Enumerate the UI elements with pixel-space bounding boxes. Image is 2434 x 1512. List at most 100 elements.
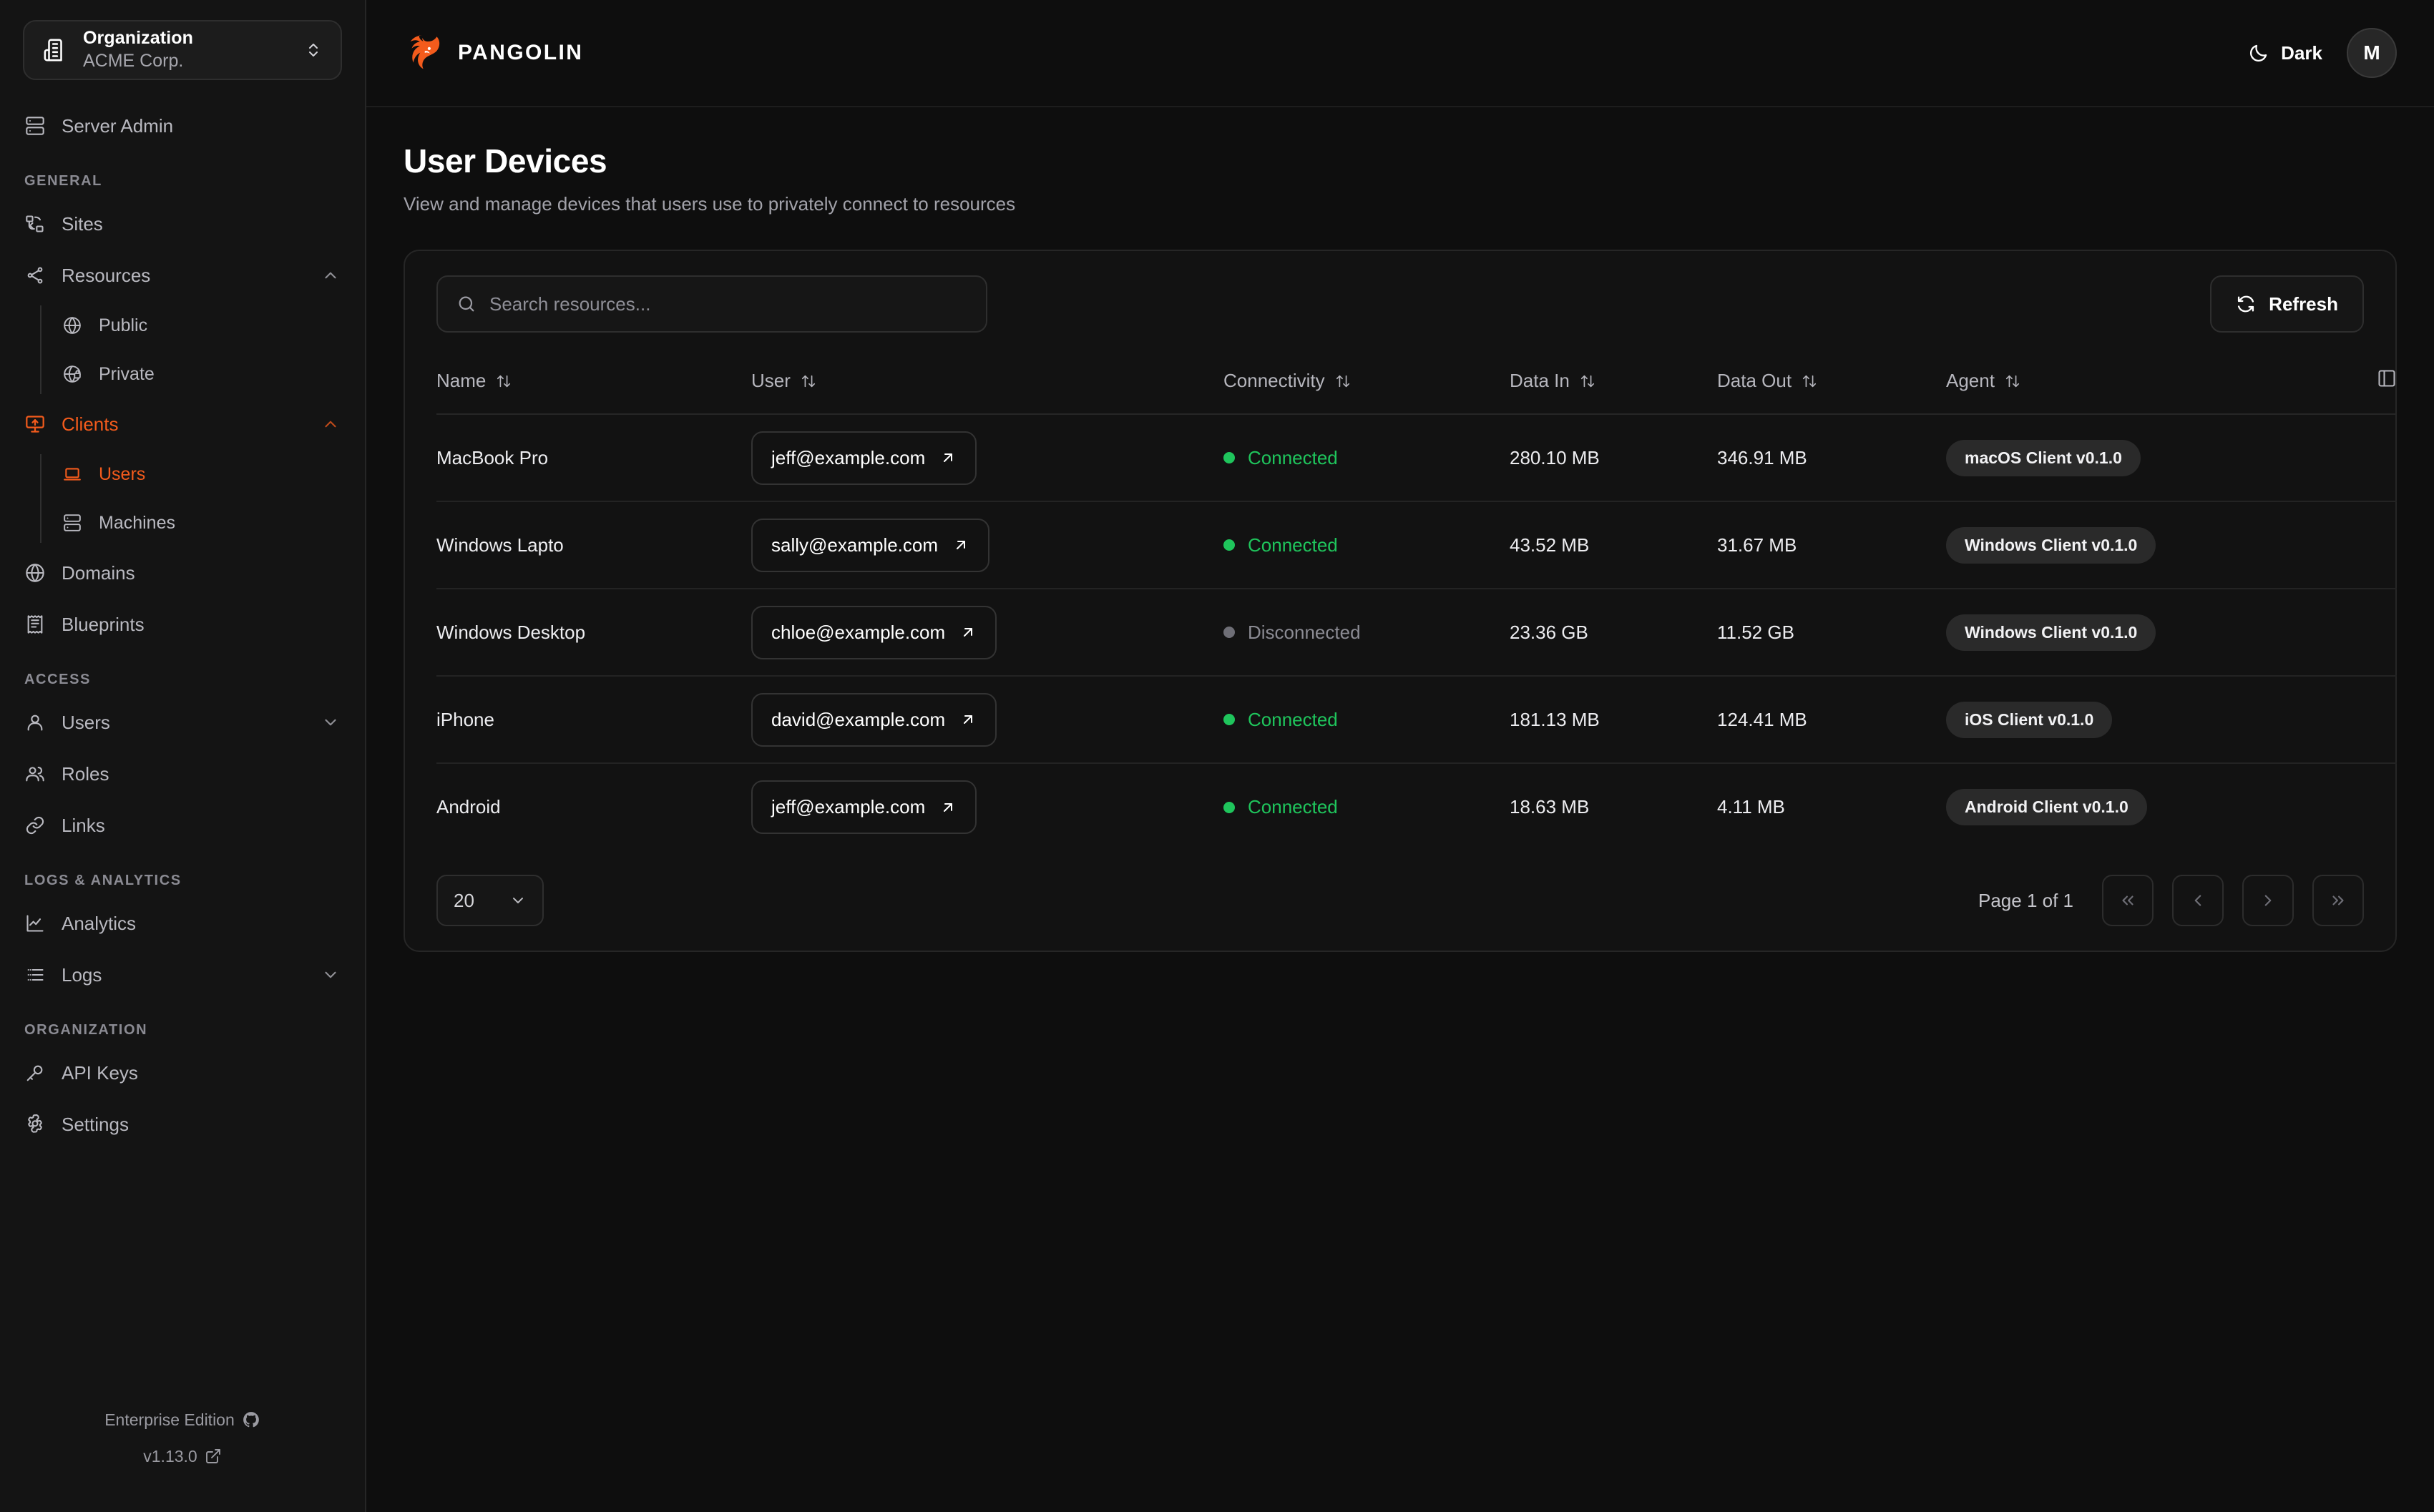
cell-data-out: 346.91 MB	[1717, 414, 1946, 502]
table-row[interactable]: MacBook Pro jeff@example.com C	[436, 414, 2397, 502]
cell-user: david@example.com	[751, 676, 1223, 764]
column-header-data-in[interactable]: Data In	[1510, 357, 1717, 415]
agent-badge: Android Client v0.1.0	[1946, 789, 2147, 825]
cell-options	[2332, 589, 2397, 677]
chevrons-up-down-icon	[303, 38, 323, 62]
first-page-button[interactable]	[2102, 875, 2154, 926]
status-badge: Connected	[1223, 709, 1510, 731]
table-row[interactable]: Android jeff@example.com Conne	[436, 763, 2397, 850]
sort-icon	[496, 373, 512, 389]
version-label: v1.13.0	[143, 1446, 197, 1466]
sidebar-item-label: Users	[99, 463, 146, 484]
brand-logo[interactable]: PANGOLIN	[404, 33, 583, 73]
status-label: Connected	[1248, 446, 1338, 468]
status-badge: Disconnected	[1223, 622, 1510, 644]
sidebar-item-links[interactable]: Links	[0, 800, 365, 851]
table-row[interactable]: iPhone david@example.com Conne	[436, 676, 2397, 764]
columns-icon[interactable]	[2377, 368, 2397, 388]
globe-icon	[62, 315, 83, 336]
github-icon[interactable]	[242, 1410, 260, 1429]
user-link-button[interactable]: jeff@example.com	[751, 431, 977, 485]
sidebar-section-logs-analytics: LOGS & ANALYTICS	[24, 873, 182, 888]
theme-toggle[interactable]: Dark	[2248, 42, 2322, 64]
search-box[interactable]	[436, 275, 987, 333]
sidebar-item-logs[interactable]: Logs	[0, 949, 365, 1001]
chevron-down-icon[interactable]	[321, 712, 341, 732]
external-link-icon[interactable]	[205, 1448, 222, 1465]
column-header-options[interactable]	[2332, 357, 2397, 415]
page-size-select[interactable]: 20	[436, 875, 544, 926]
cell-agent: Android Client v0.1.0	[1946, 763, 2332, 850]
sidebar-item-label: Settings	[62, 1113, 129, 1135]
table-row[interactable]: Windows Desktop chloe@example.com	[436, 589, 2397, 677]
prev-page-button[interactable]	[2172, 875, 2224, 926]
cell-data-in: 181.13 MB	[1510, 676, 1717, 764]
column-label: Agent	[1946, 370, 1995, 391]
column-header-data-out[interactable]: Data Out	[1717, 357, 1946, 415]
user-link-button[interactable]: chloe@example.com	[751, 605, 997, 659]
version-row[interactable]: v1.13.0	[0, 1448, 365, 1465]
server-icon	[24, 115, 46, 137]
sidebar-item-resources[interactable]: Resources	[0, 250, 365, 301]
sidebar-item-domains[interactable]: Domains	[0, 547, 365, 599]
table-row[interactable]: Windows Lapto sally@example.com	[436, 501, 2397, 589]
user-link-button[interactable]: jeff@example.com	[751, 780, 977, 834]
column-header-connectivity[interactable]: Connectivity	[1223, 357, 1510, 415]
column-header-user[interactable]: User	[751, 357, 1223, 415]
table-body: MacBook Pro jeff@example.com C	[436, 414, 2397, 850]
user-link-button[interactable]: sally@example.com	[751, 518, 990, 572]
column-header-name[interactable]: Name	[436, 357, 751, 415]
next-page-button[interactable]	[2242, 875, 2294, 926]
sidebar-item-blueprints[interactable]: Blueprints	[0, 599, 365, 650]
chevron-down-icon[interactable]	[321, 965, 341, 985]
sidebar-item-server-admin[interactable]: Server Admin	[0, 100, 365, 152]
external-link-icon	[952, 536, 969, 554]
sidebar-item-sites[interactable]: Sites	[0, 198, 365, 250]
sidebar-item-analytics[interactable]: Analytics	[0, 898, 365, 949]
sidebar-item-api-keys[interactable]: API Keys	[0, 1047, 365, 1099]
cell-agent: iOS Client v0.1.0	[1946, 676, 2332, 764]
chevron-down-icon	[509, 892, 527, 909]
status-badge: Connected	[1223, 534, 1510, 556]
column-header-agent[interactable]: Agent	[1946, 357, 2332, 415]
sidebar-item-label: Public	[99, 315, 148, 335]
org-switcher[interactable]: Organization ACME Corp.	[23, 20, 342, 80]
edition-row[interactable]: Enterprise Edition	[0, 1410, 365, 1429]
column-label: Name	[436, 370, 487, 391]
last-page-button[interactable]	[2312, 875, 2364, 926]
chevron-up-icon[interactable]	[321, 265, 341, 285]
agent-badge: Windows Client v0.1.0	[1946, 614, 2156, 651]
page-subtitle: View and manage devices that users use t…	[404, 193, 1016, 215]
sidebar-item-users[interactable]: Users	[0, 697, 365, 748]
avatar[interactable]: M	[2347, 28, 2397, 78]
column-label: Data Out	[1717, 370, 1792, 391]
table-footer: 20 Page 1 of 1	[436, 875, 2364, 926]
agent-badge: macOS Client v0.1.0	[1946, 439, 2141, 476]
sidebar-item-roles[interactable]: Roles	[0, 748, 365, 800]
cell-options	[2332, 501, 2397, 589]
sidebar-item-private[interactable]: Private	[40, 350, 365, 398]
user-link-button[interactable]: david@example.com	[751, 692, 997, 747]
sidebar-subnav-resources: Public Private	[40, 301, 365, 398]
sort-icon	[2005, 373, 2020, 389]
gear-icon	[24, 1114, 46, 1135]
devices-card: Refresh Name	[404, 250, 2397, 952]
sidebar-item-clients[interactable]: Clients	[0, 398, 365, 450]
cell-agent: Windows Client v0.1.0	[1946, 589, 2332, 677]
sidebar: Organization ACME Corp. Server Admin GEN…	[0, 0, 366, 1512]
refresh-button[interactable]: Refresh	[2210, 275, 2364, 333]
pangolin-logo-icon	[404, 33, 444, 73]
sidebar-item-settings[interactable]: Settings	[0, 1099, 365, 1150]
sidebar-item-label: Machines	[99, 512, 175, 533]
cell-user: chloe@example.com	[751, 589, 1223, 677]
cell-data-in: 18.63 MB	[1510, 796, 1590, 818]
cell-data-out: 11.52 GB	[1717, 589, 1946, 677]
search-icon	[456, 294, 476, 314]
sidebar-item-machines[interactable]: Machines	[40, 499, 365, 547]
sidebar-item-public[interactable]: Public	[40, 301, 365, 350]
sidebar-item-users-clients[interactable]: Users	[40, 450, 365, 499]
sidebar-item-label: Sites	[62, 212, 103, 235]
chart-line-icon	[24, 913, 46, 934]
chevron-up-icon[interactable]	[321, 414, 341, 434]
search-input[interactable]	[489, 293, 967, 315]
